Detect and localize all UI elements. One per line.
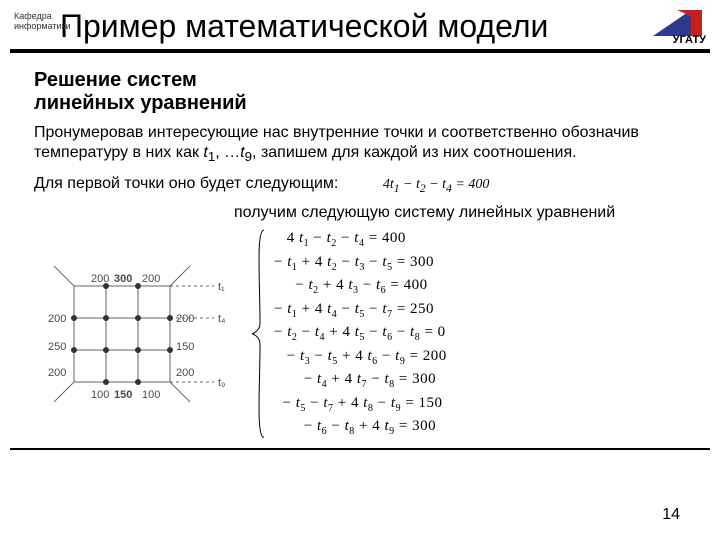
grid-figure: 200 300 200 200 250 200 200 150 200 100 …: [34, 258, 244, 428]
svg-text:250: 250: [48, 341, 66, 353]
p1-mid: , …: [215, 144, 240, 161]
svg-text:t₉: t₉: [218, 377, 225, 389]
p1-b: , запишем для каждой из них соотношения.: [252, 144, 577, 161]
content: Решение систем линейных уравнений Пронум…: [0, 53, 720, 440]
svg-text:t₁: t₁: [218, 281, 225, 293]
svg-text:200: 200: [142, 273, 160, 285]
eq-row: − t1 + 4 t2 − t3 − t5 = 300: [274, 252, 690, 276]
eq-row: − t2 + 4 t3 − t6 = 400: [274, 275, 690, 299]
header: Кафедра информатики Пример математическо…: [0, 0, 720, 45]
eq-row: 4 t1 − t2 − t4 = 400: [274, 228, 690, 252]
section-heading: Решение систем линейных уравнений: [34, 69, 690, 115]
lead-in-text: получим следующую систему линейных уравн…: [234, 204, 690, 222]
eq-row: − t6 − t8 + 4 t9 = 300: [274, 416, 690, 440]
lower-row: 200 300 200 200 250 200 200 150 200 100 …: [34, 228, 690, 440]
svg-text:100: 100: [91, 389, 109, 401]
svg-text:200: 200: [48, 313, 66, 325]
slide: Кафедра информатики Пример математическо…: [0, 0, 720, 540]
p2-text: Для первой точки оно будет следующим:: [34, 175, 338, 192]
inline-equation: 4t1 − t2 − t4 = 400: [383, 177, 490, 192]
eq-row: − t1 + 4 t4 − t5 − t7 = 250: [274, 299, 690, 323]
svg-text:200: 200: [91, 273, 109, 285]
svg-text:300: 300: [114, 273, 132, 285]
logo-label: УГАТУ: [673, 34, 706, 46]
paragraph-1: Пронумеровав интересующие нас внутренние…: [34, 123, 690, 166]
eq-row: − t5 − t7 + 4 t8 − t9 = 150: [274, 393, 690, 417]
equation-system: 4 t1 − t2 − t4 = 400 − t1 + 4 t2 − t3 − …: [244, 228, 690, 440]
svg-text:200: 200: [48, 367, 66, 379]
p1-s9: 9: [245, 149, 252, 164]
paragraph-2: Для первой точки оно будет следующим: 4t…: [34, 174, 690, 196]
department-label: Кафедра информатики: [14, 12, 71, 32]
svg-text:200: 200: [176, 313, 194, 325]
svg-text:150: 150: [114, 389, 132, 401]
page-number: 14: [662, 506, 680, 524]
brace-icon: [250, 228, 270, 440]
eq-row: − t3 − t5 + 4 t6 − t9 = 200: [274, 346, 690, 370]
slide-title: Пример математической модели: [60, 8, 710, 45]
svg-text:150: 150: [176, 341, 194, 353]
svg-text:100: 100: [142, 389, 160, 401]
eq-row: − t2 − t4 + 4 t5 − t6 − t8 = 0: [274, 322, 690, 346]
svg-text:t₄: t₄: [218, 313, 226, 325]
eq-row: − t4 + 4 t7 − t8 = 300: [274, 369, 690, 393]
footer-rule: [10, 448, 710, 450]
svg-text:200: 200: [176, 367, 194, 379]
